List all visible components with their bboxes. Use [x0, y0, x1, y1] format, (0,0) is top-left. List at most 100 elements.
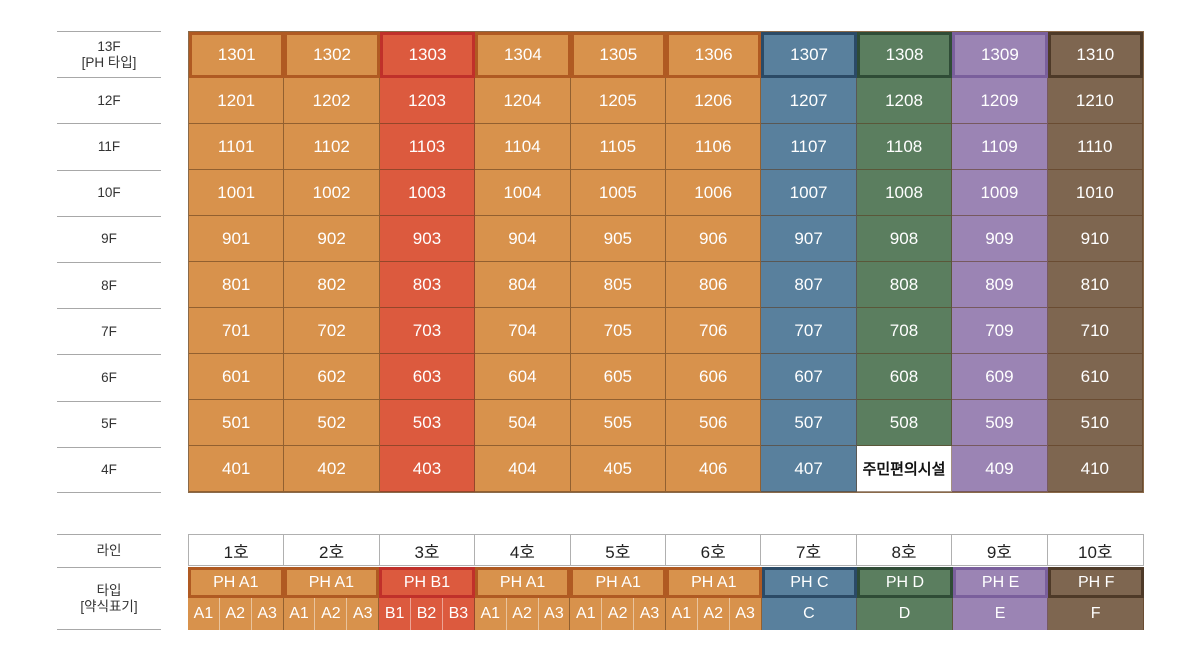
unit-cell: 503 — [379, 400, 476, 446]
abbr-cell: A1 — [475, 598, 507, 630]
line-cell: 7호 — [761, 535, 857, 565]
floor-label-text: 12F — [97, 92, 121, 108]
line-label: 라인 — [96, 542, 122, 558]
unit-cell: 401 — [189, 446, 285, 492]
unit-cell: 404 — [475, 446, 571, 492]
unit-cell: 902 — [284, 216, 380, 262]
unit-cell: 909 — [952, 216, 1048, 262]
unit-cell: 403 — [379, 446, 476, 492]
unit-cell: 1304 — [475, 32, 571, 78]
floor-label-stack: 12F — [97, 93, 120, 109]
floor-label: 11F — [57, 123, 161, 169]
unit-cell: 1005 — [570, 170, 666, 216]
unit-cell: 1108 — [856, 124, 953, 170]
floor-label: 6F — [57, 354, 161, 400]
floor-label-text: 9F — [101, 231, 117, 247]
floor-label: 9F — [57, 215, 161, 262]
line-row-label: 라인 — [57, 534, 161, 566]
unit-cell: 510 — [1047, 400, 1143, 446]
abbr-cell: A1 — [570, 598, 603, 630]
abbr-cell: B1 — [379, 598, 412, 630]
unit-cell: 707 — [761, 308, 857, 354]
unit-cell: 910 — [1047, 216, 1143, 262]
line-cell: 1호 — [189, 535, 285, 565]
unit-cell: 805 — [570, 262, 666, 308]
unit-cell: 702 — [284, 308, 380, 354]
abbr-group: A1 A2 A3 — [188, 598, 284, 630]
floor-label-stack: 5F — [101, 416, 117, 432]
abbr-cell: E — [994, 605, 1006, 622]
abbr-group: C — [761, 598, 858, 630]
unit-cell: 603 — [379, 354, 476, 400]
unit-cell: 1210 — [1047, 78, 1143, 124]
unit-cell: 808 — [856, 262, 953, 308]
unit-cell: 703 — [379, 308, 476, 354]
unit-cell: 908 — [856, 216, 953, 262]
unit-cell: 901 — [189, 216, 285, 262]
unit-cell: 1309 — [952, 32, 1048, 78]
unit-cell: 807 — [761, 262, 857, 308]
unit-cell: 608 — [856, 354, 953, 400]
abbr-cell: A2 — [220, 598, 252, 630]
type-row-label: 타입 [약식표기] — [57, 567, 161, 630]
floor-label-stack: 11F — [98, 139, 120, 155]
floor-label-text: 11F — [97, 138, 121, 154]
ph-type-cell: PH A1 — [665, 567, 762, 598]
floor-label-stack: 13F [PH 타입] — [82, 39, 137, 71]
abbr-group: D — [857, 598, 953, 630]
ph-type-cell: PH F — [1048, 567, 1144, 598]
unit-cell: 1102 — [284, 124, 380, 170]
ph-type-cell: PH A1 — [474, 567, 571, 598]
unit-cell: 1303 — [379, 32, 476, 78]
unit-cell: 1006 — [666, 170, 762, 216]
unit-cell: 804 — [475, 262, 571, 308]
unit-cell: 604 — [475, 354, 571, 400]
unit-cell: 507 — [761, 400, 857, 446]
unit-cell: 810 — [1047, 262, 1143, 308]
unit-cell: 1110 — [1047, 124, 1143, 170]
ph-type-row: PH A1 PH A1 PH B1 PH A1 PH A1 PH A1 PH C PH D PH… — [188, 567, 1144, 598]
abbr-group: B1 B2 B3 — [379, 598, 475, 630]
abbr-cell: A3 — [257, 605, 277, 622]
abbr-cell: A1 — [284, 598, 316, 630]
unit-cell: 601 — [189, 354, 285, 400]
floor-label: 10F — [57, 169, 161, 216]
floor-label-stack: 7F — [101, 324, 117, 340]
unit-cell: 1001 — [189, 170, 285, 216]
abbr-group: F — [1048, 598, 1144, 630]
type-label: 타입 — [96, 582, 122, 598]
unit-cell: 705 — [570, 308, 666, 354]
abbr-group: E — [952, 598, 1049, 630]
abbr-cell: A1 — [666, 598, 698, 630]
unit-cell: 709 — [952, 308, 1048, 354]
unit-cell: 903 — [379, 216, 476, 262]
unit-cell: 809 — [952, 262, 1048, 308]
abbr-group: A1 A2 A3 — [474, 598, 571, 630]
floor-label-text: 13F — [97, 38, 121, 54]
unit-cell: 1307 — [761, 32, 857, 78]
floor-label-text: 8F — [101, 277, 117, 293]
unit-cell: 407 — [761, 446, 857, 492]
unit-cell: 1003 — [379, 170, 476, 216]
ph-type-cell: PH A1 — [283, 567, 380, 598]
type-label-sub: [약식표기] — [80, 598, 138, 614]
unit-cell: 706 — [666, 308, 762, 354]
unit-cell: 1208 — [856, 78, 953, 124]
unit-cell: 605 — [570, 354, 666, 400]
unit-cell: 1203 — [379, 78, 476, 124]
abbr-cell: A3 — [639, 605, 660, 622]
abbr-cell: A2 — [698, 598, 730, 630]
unit-cell: 1308 — [856, 32, 953, 78]
unit-cell: 607 — [761, 354, 857, 400]
floor-label-stack: 4F — [101, 462, 117, 478]
unit-cell: 1004 — [475, 170, 571, 216]
unit-cell: 509 — [952, 400, 1048, 446]
floor-label-text: [PH 타입] — [81, 54, 137, 70]
unit-cell: 1007 — [761, 170, 857, 216]
unit-cell: 1207 — [761, 78, 857, 124]
unit-cell: 1109 — [952, 124, 1048, 170]
floor-label-stack: 6F — [101, 370, 117, 386]
unit-cell: 1008 — [856, 170, 953, 216]
floor-label-stack: 9F — [101, 231, 117, 247]
floor-label-text: 4F — [101, 461, 117, 477]
